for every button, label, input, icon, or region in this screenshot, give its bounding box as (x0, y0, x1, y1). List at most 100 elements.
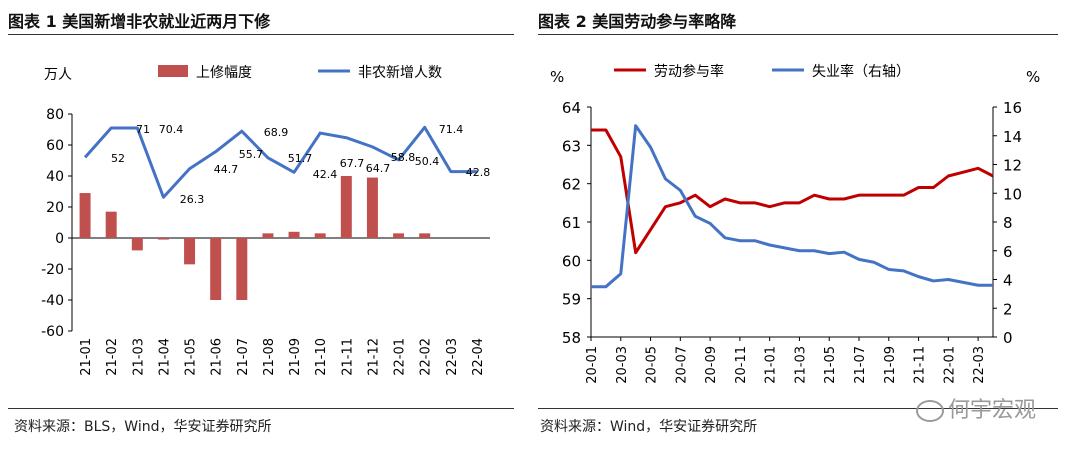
chart1-bar (79, 193, 91, 238)
chart1-legend-bar-label: 上修幅度 (196, 65, 252, 81)
chart1-x-tick-label: 22-03 (445, 338, 460, 376)
chart2-right-tick-label: 6 (1003, 243, 1013, 261)
chart1-y-tick-label: 80 (46, 107, 64, 123)
chart1-source: 资料来源：BLS，Wind，华安证券研究所 (14, 419, 272, 435)
chart2-left-tick-label: 62 (562, 176, 581, 194)
chart1-y-tick-label: 20 (46, 200, 64, 216)
chart1-data-label: 64.7 (366, 162, 391, 175)
chart1-title: 图表 1 美国新增非农就业近两月下修 (8, 12, 271, 31)
chart1-bar (184, 238, 196, 265)
chart1-y-tick-label: -20 (41, 262, 64, 278)
chart2-source: 资料来源：Wind，华安证券研究所 (540, 419, 758, 435)
chart2-right-tick-label: 4 (1003, 272, 1013, 290)
chart1-bar (419, 233, 431, 238)
chart1-x-tick-label: 21-12 (366, 338, 381, 376)
chart2-legend-unemployment-label: 失业率（右轴） (812, 63, 910, 80)
chart1-x-tick-label: 21-03 (131, 338, 146, 376)
chart1-x-tick-label: 21-09 (288, 338, 303, 376)
chart2-right-tick-label: 16 (1003, 99, 1022, 117)
chart2-right-tick-label: 14 (1003, 128, 1022, 146)
wechat-icon (916, 400, 944, 422)
chart1-y-tick-label: -40 (41, 293, 64, 309)
chart2-left-tick-label: 61 (562, 214, 581, 232)
chart2-x-tick-label: 22-03 (972, 346, 987, 384)
chart2-left-tick-label: 58 (562, 329, 581, 347)
chart2-x-tick-label: 21-01 (764, 346, 779, 384)
chart1-bar (157, 238, 169, 240)
watermark: 何宇宏观 (916, 392, 1036, 424)
chart1-data-label: 52 (111, 152, 125, 165)
chart2-x-tick-label: 21-09 (883, 346, 898, 384)
chart2-x-tick-label: 21-05 (823, 346, 838, 384)
chart1-data-label: 42.4 (313, 168, 338, 181)
chart2-x-tick-label: 20-07 (674, 346, 689, 384)
chart1-bar (366, 177, 378, 238)
chart1-x-tick-label: 21-08 (262, 338, 277, 376)
chart2-title: 图表 2 美国劳动参与率略降 (538, 12, 737, 31)
chart2-x-tick-label: 20-01 (585, 346, 600, 384)
chart2-x-tick-label: 20-11 (734, 346, 749, 384)
chart1-legend-line-label: 非农新增人数 (358, 65, 442, 81)
chart1-bar (314, 233, 326, 238)
chart1-data-label: 44.7 (214, 163, 239, 176)
chart1-bar (393, 233, 405, 238)
chart1-x-tick-label: 21-06 (210, 338, 225, 376)
chart2-x-tick-label: 22-01 (942, 346, 957, 384)
chart1-data-label: 71 (136, 123, 150, 136)
chart2-right-tick-label: 2 (1003, 300, 1013, 318)
chart2-bottom-rule (538, 408, 1058, 409)
chart1-bar (236, 238, 248, 300)
chart1-x-tick-label: 21-07 (236, 338, 251, 376)
chart1-x-tick-label: 21-05 (184, 338, 199, 376)
chart2-legend-participation-label: 劳动参与率 (654, 63, 724, 80)
chart2-x-tick-label: 21-03 (793, 346, 808, 384)
chart1-x-tick-label: 21-02 (105, 338, 120, 376)
chart1-x-tick-label: 21-11 (340, 338, 355, 376)
chart1-bottom-rule (8, 408, 514, 409)
chart1-top-rule (8, 34, 514, 35)
chart2-top-rule (538, 34, 1058, 35)
chart1-data-label: 70.4 (159, 123, 184, 136)
chart2-right-tick-label: 0 (1003, 329, 1013, 347)
chart2-left-tick-label: 64 (562, 99, 581, 117)
chart1-x-tick-label: 22-02 (419, 338, 434, 376)
chart1-y-tick-label: 0 (55, 231, 64, 247)
chart2-right-tick-label: 10 (1003, 185, 1022, 203)
chart2-right-tick-label: 8 (1003, 214, 1013, 232)
chart2-left-unit: % (550, 68, 564, 86)
chart1-bar (288, 231, 300, 238)
chart2-participation-line (591, 128, 994, 255)
chart1-data-label: 50.4 (415, 155, 440, 168)
chart1-line-series (83, 125, 477, 199)
chart1-x-tick-label: 22-04 (471, 338, 486, 376)
chart2-x-tick-label: 21-11 (913, 346, 928, 384)
chart1-y-tick-label: -60 (41, 324, 64, 340)
chart1-data-label: 26.3 (180, 193, 205, 206)
chart1-data-label: 42.8 (466, 166, 491, 179)
chart2-x-tick-label: 21-07 (853, 346, 868, 384)
chart1-bar (131, 238, 143, 251)
chart2-x-tick-label: 20-09 (704, 346, 719, 384)
chart2-x-tick-label: 20-03 (615, 346, 630, 384)
chart2-left-tick-label: 60 (562, 252, 581, 270)
chart1-bar (262, 233, 274, 238)
chart2-right-unit: % (1026, 68, 1040, 86)
chart1-bar (105, 211, 117, 238)
chart1-x-tick-label: 21-01 (79, 338, 94, 376)
chart1-x-tick-label: 21-04 (157, 338, 172, 376)
chart1-data-label: 55.7 (239, 148, 264, 161)
chart1-legend-bar-swatch (158, 65, 188, 77)
chart1-data-label: 67.7 (340, 157, 365, 170)
chart1-bar (340, 176, 352, 238)
chart1-y-tick-label: 40 (46, 169, 64, 185)
chart1-x-tick-label: 22-01 (393, 338, 408, 376)
chart1-data-label: 58.8 (391, 151, 416, 164)
chart1-y-unit: 万人 (44, 67, 72, 83)
chart1-data-label: 51.7 (288, 152, 313, 165)
chart2-left-tick-label: 63 (562, 137, 581, 155)
chart2-x-tick-label: 20-05 (645, 346, 660, 384)
chart2-right-tick-label: 12 (1003, 157, 1022, 175)
chart1-x-tick-label: 21-10 (314, 338, 329, 376)
chart1-y-tick-label: 60 (46, 138, 64, 154)
